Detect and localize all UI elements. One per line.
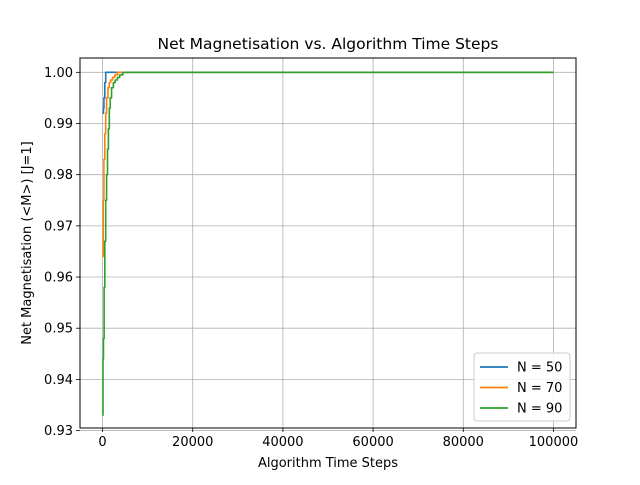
- axis-ticks: 0 20000 40000 60000 80000 100000 0.93 0.94 0.95 0…: [44, 66, 578, 450]
- y-tick-label: 0.95: [44, 322, 73, 337]
- y-tick-label: 0.98: [44, 168, 73, 183]
- y-tick-label: 0.96: [44, 271, 73, 286]
- legend-label: N = 90: [517, 402, 562, 417]
- series-line-1: [102, 71, 554, 115]
- y-tick-label: 0.93: [44, 424, 73, 439]
- x-tick-label: 60000: [352, 435, 393, 450]
- x-tick-label: 20000: [172, 435, 213, 450]
- legend-label: N = 70: [517, 381, 562, 396]
- legend-box: [473, 352, 571, 422]
- series-line-2: [102, 71, 554, 258]
- legend-label: N = 50: [517, 361, 562, 376]
- series-lines: [102, 71, 554, 417]
- chart-title: Net Magnetisation vs. Algorithm Time Ste…: [158, 35, 499, 53]
- x-tick-label: 40000: [262, 435, 303, 450]
- x-tick-label: 0: [98, 435, 106, 450]
- legend: N = 50 N = 70 N = 90: [473, 352, 571, 422]
- y-tick-label: 0.99: [44, 117, 73, 132]
- plot-frame: [79, 57, 577, 429]
- y-tick-label: 1.00: [44, 66, 73, 81]
- series-line-3: [102, 71, 554, 417]
- x-axis-title: Algorithm Time Steps: [258, 456, 398, 471]
- y-tick-label: 0.97: [44, 219, 73, 234]
- y-tick-label: 0.94: [44, 373, 73, 388]
- x-tick-label: 100000: [529, 435, 579, 450]
- y-axis-title: Net Magnetisation (<M>) [J=1]: [20, 141, 35, 345]
- x-tick-label: 80000: [443, 435, 484, 450]
